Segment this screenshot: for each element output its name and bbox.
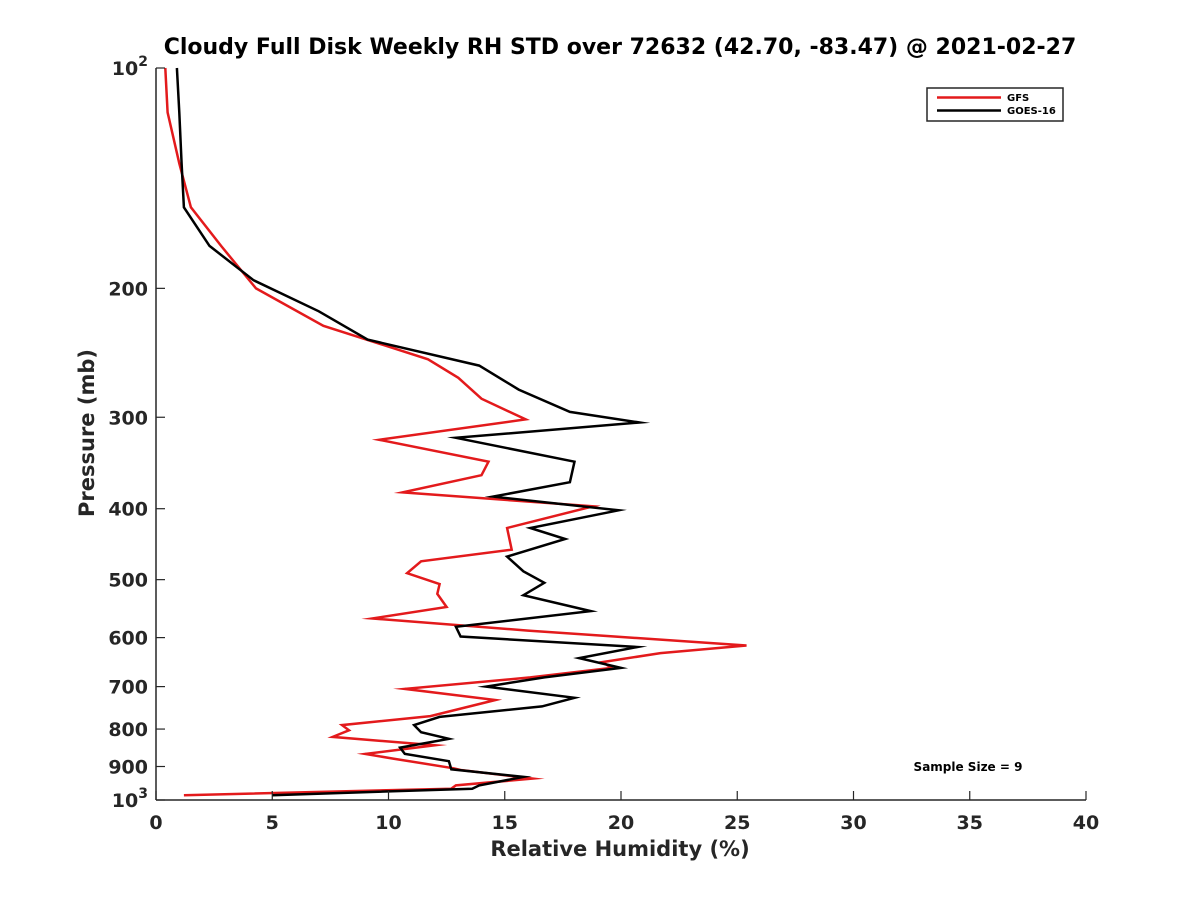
x-tick-label: 25 <box>724 812 750 834</box>
legend: GFS GOES-16 <box>926 87 1064 122</box>
y-tick-label: 500 <box>108 570 148 592</box>
y-axis-label: Pressure (mb) <box>75 349 99 517</box>
y-tick-label: 102 <box>112 54 148 80</box>
x-tick-label: 15 <box>492 812 518 834</box>
y-tick-label: 400 <box>108 499 148 521</box>
series-line-gfs <box>164 67 747 797</box>
y-tick-label: 600 <box>108 628 148 650</box>
y-tick-label: 200 <box>108 278 148 300</box>
y-tick-label: 103 <box>112 786 148 812</box>
y-tick-label: 900 <box>108 757 148 779</box>
x-tick-label: 5 <box>266 812 279 834</box>
x-tick-label: 20 <box>608 812 634 834</box>
chart-title: Cloudy Full Disk Weekly RH STD over 7263… <box>164 35 1077 60</box>
y-tick-label: 700 <box>108 677 148 699</box>
legend-box <box>926 87 1064 122</box>
legend-label-goes16: GOES-16 <box>1007 106 1056 117</box>
plot-area: 0 5 10 15 20 25 30 35 40 102 200 300 400 500 600 700 800… <box>108 54 1099 834</box>
x-tick-label: 0 <box>149 812 162 834</box>
x-tick-label: 10 <box>375 812 401 834</box>
x-tick-label: 40 <box>1073 812 1099 834</box>
y-tick-label: 800 <box>108 719 148 741</box>
x-tick-label: 30 <box>840 812 866 834</box>
series-line-goes16 <box>175 67 651 797</box>
y-tick-label: 300 <box>108 407 148 429</box>
legend-label-gfs: GFS <box>1007 93 1029 104</box>
sample-size-annotation: Sample Size = 9 <box>914 760 1023 774</box>
x-axis-label: Relative Humidity (%) <box>490 837 749 861</box>
x-tick-label: 35 <box>957 812 983 834</box>
